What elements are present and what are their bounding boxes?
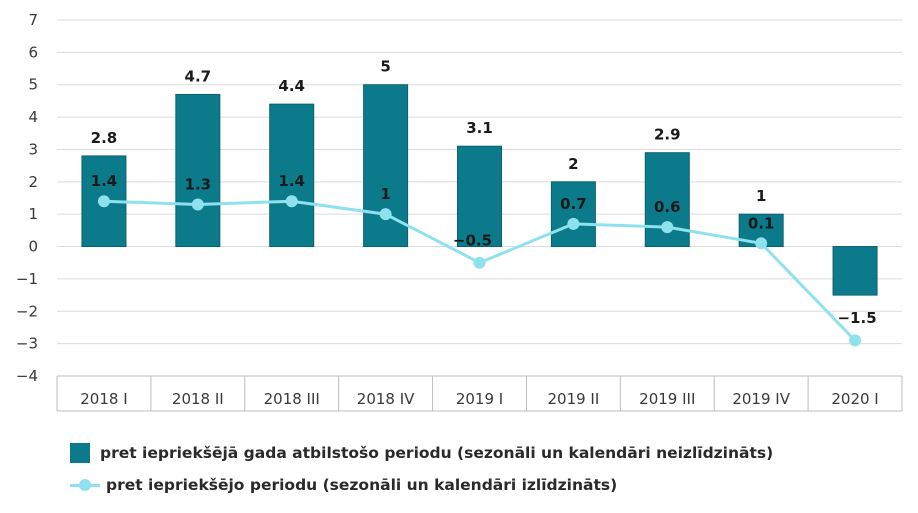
- x-tick-label: 2020 I: [831, 390, 878, 408]
- line-value-label: 0.6: [654, 198, 681, 216]
- line-point: [661, 221, 674, 234]
- y-axis-ticks: 7 6 5 4 3 2 1 0 −1 −2 −3 −4: [16, 11, 38, 385]
- y-tick-label: −2: [16, 302, 38, 320]
- y-tick-label: −1: [16, 270, 38, 288]
- bar: [269, 103, 315, 248]
- line-point: [285, 195, 298, 208]
- bar-value-label: 5: [380, 58, 390, 76]
- line-value-label: 1.3: [185, 175, 212, 193]
- line-value-label: −0.5: [453, 232, 492, 250]
- x-tick-label: 2018 II: [172, 390, 224, 408]
- bar-value-label: 3.1: [466, 119, 493, 137]
- line-point: [473, 256, 486, 269]
- line-value-label: 1: [380, 185, 390, 203]
- legend-line-label: pret iepriekšējo periodu (sezonāli un ka…: [106, 476, 618, 494]
- x-tick-label: 2018 I: [80, 390, 127, 408]
- bar: [175, 93, 221, 248]
- line-point: [755, 237, 768, 250]
- line-value-label: 0.7: [560, 195, 587, 213]
- bar-value-label: 4.4: [278, 77, 305, 95]
- legend-bar-swatch: [70, 443, 90, 463]
- legend-item-line: pret iepriekšējo periodu (sezonāli un ka…: [70, 475, 617, 495]
- y-tick-label: 0: [28, 238, 38, 256]
- line-point: [567, 217, 580, 230]
- bar: [457, 145, 502, 248]
- y-tick-label: −3: [16, 335, 38, 353]
- bar-value-label: 2.9: [654, 126, 681, 144]
- y-tick-label: 1: [28, 205, 38, 223]
- bar-value-label: 2.8: [91, 129, 118, 147]
- line-value-label: 1.4: [91, 172, 118, 190]
- line-point: [97, 195, 110, 208]
- line-point: [849, 334, 862, 347]
- x-tick-label: 2019 II: [547, 390, 599, 408]
- bar: [550, 181, 596, 248]
- line-series: [97, 195, 862, 347]
- y-tick-label: 3: [28, 140, 38, 158]
- bar-value-label: 2: [568, 155, 578, 173]
- y-tick-label: 6: [28, 43, 38, 61]
- x-axis: 2018 I 2018 II 2018 III 2018 IV 2019 I 2019 I…: [56, 375, 903, 412]
- y-tick-label: −4: [16, 367, 38, 385]
- y-tick-label: 5: [28, 76, 38, 94]
- bar-value-label: 1: [756, 187, 766, 205]
- y-tick-label: 4: [28, 108, 38, 126]
- data-labels: 2.8 4.7 4.4 5 3.1 2 2.9 1 −1.5 1.4 1.3 1.4 1 −0.5 0.7 0…: [91, 58, 877, 327]
- x-tick-label: 2019 I: [456, 390, 503, 408]
- x-tick-label: 2018 IV: [357, 390, 415, 408]
- line-point: [379, 208, 392, 221]
- line-value-label: 1.4: [278, 172, 305, 190]
- legend-line-swatch: [70, 475, 100, 495]
- bar: [832, 246, 878, 296]
- x-tick-label: 2019 III: [639, 390, 695, 408]
- y-tick-label: 2: [28, 173, 38, 191]
- bar-value-label: 4.7: [185, 67, 212, 85]
- x-tick-label: 2018 III: [264, 390, 320, 408]
- line-point: [191, 198, 204, 211]
- x-tick-label: 2019 IV: [732, 390, 790, 408]
- line-value-label: 0.1: [748, 214, 775, 232]
- legend-bar-label: pret iepriekšējā gada atbilstošo periodu…: [100, 444, 774, 462]
- y-tick-label: 7: [28, 11, 38, 29]
- bar-value-label: −1.5: [837, 309, 876, 327]
- legend-item-bar: pret iepriekšējā gada atbilstošo periodu…: [70, 443, 773, 463]
